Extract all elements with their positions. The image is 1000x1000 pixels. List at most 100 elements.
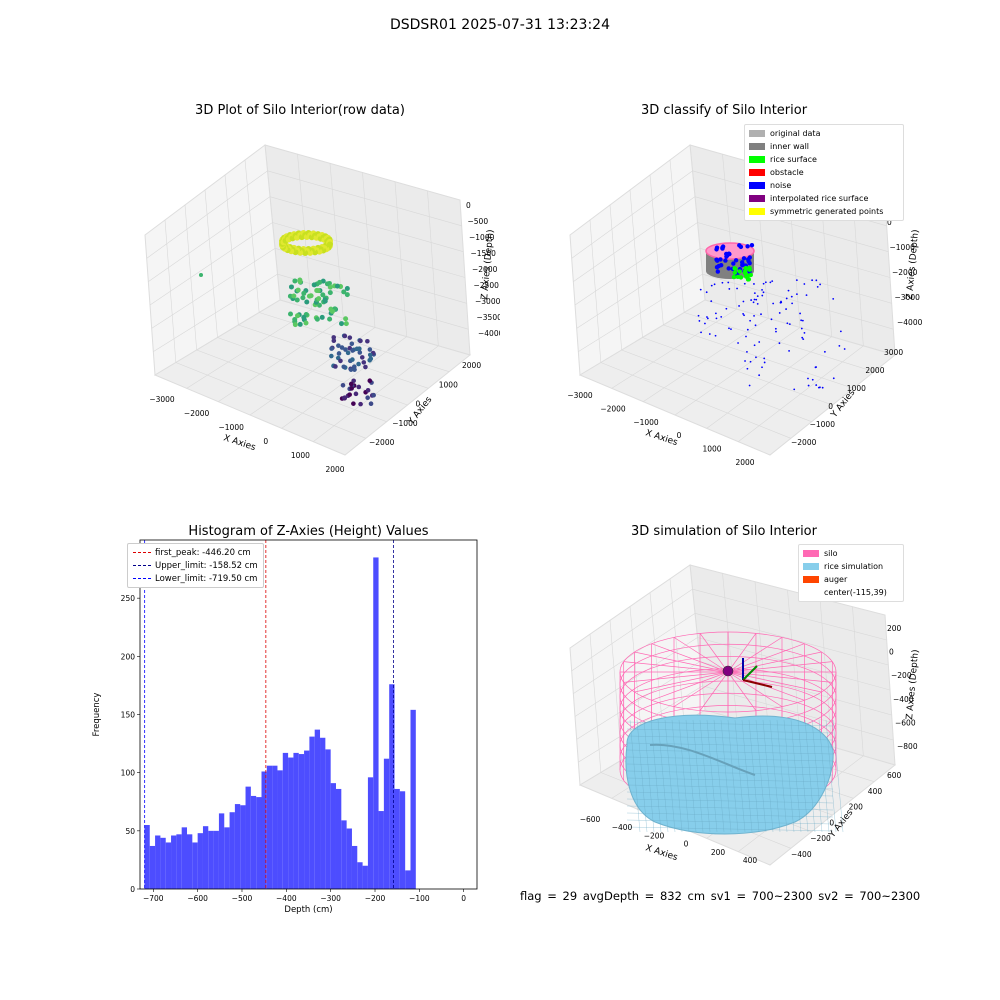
raw-xlabel: X Axies [222,433,257,453]
classify-noise-point [832,298,835,300]
classify-noise-point [778,342,781,345]
histogram-bar [330,783,336,889]
histogram-xtick-label: −600 [187,894,208,903]
classify-noise-point [754,324,757,327]
raw-point [347,335,353,340]
histogram-bar [229,812,235,889]
histogram-bar [367,777,374,889]
classify-noise-point [786,322,789,325]
histogram-bar [240,805,246,889]
raw-point [338,358,343,364]
raw-point [359,355,365,360]
classify-xlabel: X Axies [644,428,679,448]
raw-point [315,288,321,294]
histogram-bar [272,765,278,889]
histogram-bar [197,833,203,889]
histogram-ytick-label: 50 [125,827,135,836]
raw-point [326,241,333,248]
classify-noise-point [708,333,711,335]
classify-noise-point [793,388,796,391]
histogram-bar [187,834,193,889]
histogram-bar [304,750,310,889]
classify-noise-point [775,330,777,333]
classify-noise-point [803,283,806,285]
raw-point [336,351,342,356]
raw-point [331,335,337,340]
histogram-bar [160,837,166,889]
status-line: flag = 29 avgDepth = 832 cm sv1 = 700~23… [520,889,921,903]
raw-point [365,388,371,393]
raw-point [327,290,333,296]
classify-noise-point [715,269,721,274]
histogram-xtick-label: −100 [409,894,430,903]
raw-ztick-label: 0 [466,201,471,210]
simulation-legend-item: center(-115,39) [803,586,899,599]
simulation-xlabel: X Axies [644,843,679,863]
classify-noise-point [815,384,818,386]
classify-noise-point [811,378,814,381]
raw-point [336,343,341,348]
classify-noise-point [753,298,756,301]
classify-noise-point [843,348,846,350]
classify-noise-point [721,281,724,284]
legend-swatch [749,182,765,189]
histogram-bar [282,752,289,889]
histogram-bar [298,754,305,889]
raw-ytick-label: 1000 [439,380,458,389]
classify-noise-point [832,377,835,380]
raw-ytick-label: −1000 [392,419,418,428]
classify-ztick-label: −1000 [890,243,916,252]
classify-noise-point [714,245,720,250]
classify-noise-point [788,323,791,326]
raw-point [341,289,347,295]
legend-swatch [749,208,765,215]
legend-label: obstacle [770,168,804,177]
histogram-bar [171,835,177,889]
raw-point [367,347,373,352]
classify-3d-plot: −3000 −2000 −1000 0 1000 2000 −2000 −1000 0 1000… [567,144,923,467]
classify-noise-point [736,287,738,290]
legend-label: inner wall [770,142,810,151]
legend-label: rice surface [770,155,817,164]
raw-point [350,348,355,353]
classify-plot-title: 3D classify of Silo Interior [640,103,808,118]
classify-noise-point [760,313,762,316]
classify-legend-item: interpolated rice surface [749,192,899,205]
simulation-legend-item: silo [803,547,899,560]
raw-point [291,293,297,299]
raw-ztick-label: −1500 [471,249,497,258]
histogram-bar [202,826,209,889]
raw-xtick-label: 2000 [325,465,344,474]
histogram-bar [208,830,214,889]
histogram-bar [399,791,406,889]
classify-noise-point [756,302,759,305]
classify-noise-point [791,302,794,305]
classify-ytick-label: −2000 [791,438,817,447]
classify-ytick-label: 0 [828,402,833,411]
raw-point [349,386,354,391]
classify-points [697,243,846,391]
classify-xtick-label: −2000 [600,404,626,413]
legend-label: symmetric generated points [770,207,884,216]
legend-swatch [749,156,765,163]
raw-point [327,316,333,322]
classify-noise-point [749,360,752,363]
classify-noise-point [730,328,732,331]
classify-noise-point [819,283,822,286]
classify-rice-point [743,268,748,274]
classify-noise-point [755,356,757,359]
classify-noise-point [807,377,809,380]
classify-noise-point [785,297,788,300]
raw-ytick-label: −2000 [369,438,395,447]
raw-point [288,284,294,290]
raw-3d-plot: −3000 −2000 −1000 0 1000 2000 −2000 −1000 0 1000… [144,144,501,474]
histogram-bar [288,757,294,889]
raw-point [311,282,317,288]
raw-ztick-label: −3500 [477,313,501,322]
classify-zlabel: Z Axies (Depth) [905,229,921,300]
classify-noise-point [745,257,751,262]
raw-point [300,295,306,301]
raw-point [367,352,373,358]
legend-swatch [749,169,765,176]
histogram-bar [213,830,219,889]
